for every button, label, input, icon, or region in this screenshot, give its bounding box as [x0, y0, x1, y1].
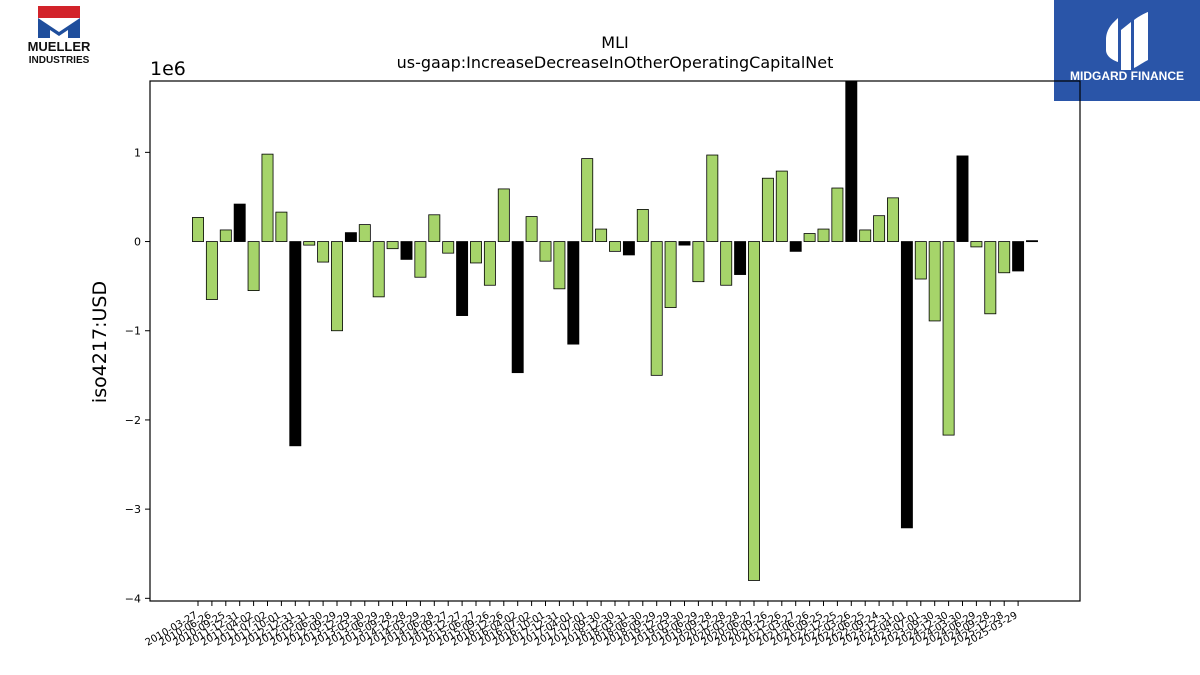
bar [956, 155, 969, 242]
bar [428, 214, 441, 242]
chart-subtitle: us-gaap:IncreaseDecreaseInOtherOperating… [397, 53, 834, 72]
bar [803, 233, 816, 242]
bar [581, 158, 594, 242]
bar [873, 215, 886, 242]
bar [720, 241, 733, 286]
y-tick-label: −1 [125, 325, 141, 338]
midgard-finance-logo: MIDGARD FINANCE [1054, 0, 1200, 101]
bar [317, 241, 330, 263]
bar [414, 241, 427, 278]
bar [525, 216, 538, 242]
bar [789, 241, 802, 252]
bar [386, 241, 399, 250]
bar [1012, 241, 1025, 272]
bar [900, 241, 913, 529]
bar [358, 224, 371, 242]
mueller-logo-sub: INDUSTRIES [29, 55, 90, 66]
y-axis-multiplier: 1e6 [150, 58, 186, 80]
midgard-logo-mark [1106, 12, 1148, 70]
bar [914, 241, 927, 280]
bar [609, 241, 621, 252]
bar [942, 241, 955, 436]
bar [233, 203, 246, 242]
plot-area: −4−3−2−1012010-03-272010-06-262010-09-25… [125, 81, 1038, 649]
bar [261, 153, 274, 242]
y-tick-label: −3 [125, 503, 141, 516]
bar [595, 228, 608, 242]
y-tick-label: 1 [134, 146, 141, 159]
bar [192, 217, 204, 242]
bar [636, 209, 649, 242]
bar [678, 241, 691, 246]
bar [456, 241, 469, 316]
bar [303, 241, 316, 246]
bar [845, 81, 858, 242]
midgard-logo-name: MIDGARD FINANCE [1070, 69, 1184, 83]
y-tick-label: 0 [134, 236, 141, 249]
bar [289, 241, 302, 447]
bar [748, 241, 760, 581]
bar [567, 241, 580, 345]
bar [219, 229, 232, 242]
bar [761, 177, 774, 242]
mueller-industries-logo: MUELLER INDUSTRIES [20, 6, 100, 68]
bar [372, 241, 385, 298]
chart-title: MLI [601, 33, 628, 52]
bar [650, 241, 663, 376]
bar [247, 241, 260, 292]
bar [831, 187, 844, 242]
bar [1026, 240, 1038, 243]
bar [817, 228, 830, 242]
bar [553, 241, 566, 290]
mueller-logo-name: MUELLER [28, 39, 91, 54]
bar [205, 241, 218, 300]
bar [470, 241, 482, 264]
bar [928, 241, 941, 322]
bar [692, 241, 705, 283]
bar [734, 241, 747, 275]
bar [970, 241, 983, 248]
mueller-logo-mark [38, 6, 80, 38]
plot-frame [149, 80, 1081, 602]
bar [511, 241, 524, 374]
y-tick-label: −2 [125, 414, 141, 427]
bar [483, 241, 496, 286]
bar [497, 188, 510, 242]
bar [775, 170, 788, 242]
bar [984, 241, 997, 315]
bar [331, 241, 343, 332]
y-tick-label: −4 [125, 592, 141, 605]
bar [664, 241, 677, 308]
bar [442, 241, 455, 254]
bar [275, 211, 288, 242]
bar [539, 241, 552, 262]
bar [887, 197, 899, 242]
bar [859, 229, 872, 242]
bar [622, 241, 635, 256]
bar [400, 241, 413, 260]
bar [998, 241, 1011, 274]
y-axis-label: iso4217:USD [89, 281, 111, 403]
bar [344, 232, 357, 242]
bar [706, 154, 719, 242]
